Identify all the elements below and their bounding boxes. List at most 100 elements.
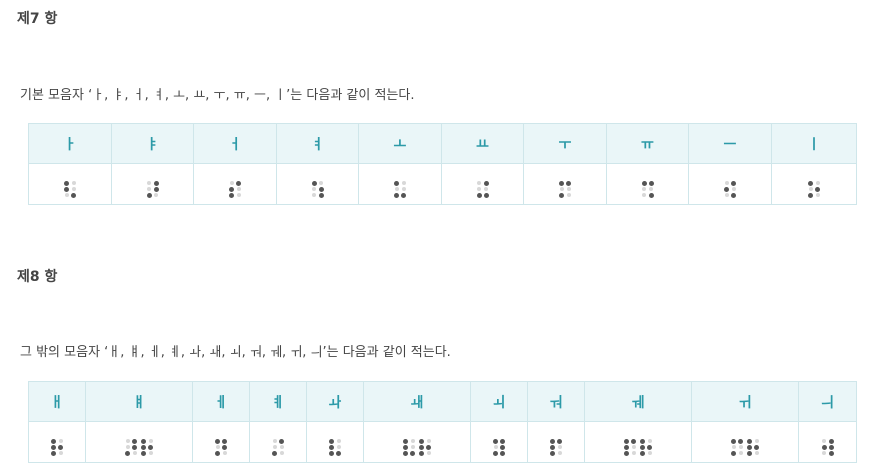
braille-dot xyxy=(311,180,317,186)
braille-dot xyxy=(500,450,505,456)
braille-dot xyxy=(403,450,408,456)
braille-dot xyxy=(279,438,284,444)
braille-dot xyxy=(319,181,323,185)
braille-dot xyxy=(419,450,424,456)
braille-dot xyxy=(279,445,284,450)
braille-pattern xyxy=(808,180,820,198)
braille-dot xyxy=(394,192,399,198)
vowel-header: ㅗ xyxy=(358,123,442,164)
braille-character xyxy=(394,180,406,198)
vowel-header: ㅜ xyxy=(523,123,607,164)
braille-dot xyxy=(153,186,159,192)
braille-dot xyxy=(58,444,63,450)
braille-dot xyxy=(828,450,834,456)
braille-dot xyxy=(500,438,505,444)
braille-dot xyxy=(148,451,153,456)
braille-row xyxy=(28,421,857,463)
vowel-header: ㅔ xyxy=(192,381,250,422)
braille-dot xyxy=(148,439,153,444)
braille-cell xyxy=(606,163,689,205)
braille-dot xyxy=(640,450,645,456)
braille-cell xyxy=(192,421,250,463)
vowel-header: ㅑ xyxy=(111,123,194,164)
braille-dot xyxy=(808,180,813,186)
vowel-header: ㅓ xyxy=(193,123,277,164)
braille-dot xyxy=(477,187,481,192)
braille-dot xyxy=(483,192,489,198)
braille-dot xyxy=(51,444,56,450)
braille-dot xyxy=(754,451,759,455)
braille-cell xyxy=(85,421,193,463)
braille-dot xyxy=(624,438,629,444)
braille-pattern xyxy=(550,438,562,456)
braille-character xyxy=(403,438,415,456)
braille-dot xyxy=(648,180,654,186)
braille-dot xyxy=(724,181,729,186)
braille-dot xyxy=(640,444,645,450)
braille-cell xyxy=(691,421,799,463)
vowel-braille-table-basic: ㅏ ㅑ ㅓ ㅕ ㅗ ㅛ ㅜ ㅠ ㅡ ㅣ xyxy=(28,123,857,205)
braille-pattern xyxy=(229,180,241,198)
braille-cell xyxy=(771,163,857,205)
braille-cell xyxy=(798,421,857,463)
section-8-description: 그 밖의 모음자 ‘ㅐ, ㅒ, ㅔ, ㅖ, ㅘ, ㅙ, ㅚ, ㅝ, ㅞ, ㅟ, … xyxy=(20,345,451,360)
braille-pattern xyxy=(394,180,406,198)
vowel-header: ㅖ xyxy=(249,381,307,422)
braille-pattern xyxy=(559,180,571,198)
braille-dot xyxy=(125,439,130,444)
braille-dot xyxy=(51,438,56,444)
vowel-header: ㅒ xyxy=(85,381,193,422)
braille-dot xyxy=(738,438,743,444)
braille-dot xyxy=(125,445,130,450)
braille-dot xyxy=(318,186,324,192)
braille-dot xyxy=(132,438,137,444)
braille-dot xyxy=(236,193,241,198)
braille-dot xyxy=(125,450,130,456)
braille-character xyxy=(476,180,489,198)
braille-dot xyxy=(401,187,406,191)
braille-dot xyxy=(229,186,234,192)
braille-dot xyxy=(647,444,652,450)
braille-dot xyxy=(493,450,498,456)
braille-dot xyxy=(476,192,482,198)
braille-pattern xyxy=(724,180,736,198)
braille-dot xyxy=(731,187,736,192)
braille-dot xyxy=(566,180,571,186)
braille-dot xyxy=(279,451,284,456)
braille-dot xyxy=(336,439,341,443)
braille-dot xyxy=(426,444,431,450)
section-7-description: 기본 모음자 ‘ㅏ, ㅑ, ㅓ, ㅕ, ㅗ, ㅛ, ㅜ, ㅠ, ㅡ, ㅣ’는 다… xyxy=(20,88,415,103)
braille-dot xyxy=(410,445,415,449)
braille-pattern xyxy=(146,180,159,198)
braille-dot xyxy=(631,438,636,444)
braille-dot xyxy=(272,450,277,456)
section-7-heading: 제7 항 xyxy=(17,11,58,27)
braille-dot xyxy=(410,439,415,443)
braille-dot xyxy=(132,451,137,456)
braille-character xyxy=(624,438,636,456)
braille-dot xyxy=(477,181,481,186)
braille-character xyxy=(731,438,743,456)
braille-dot xyxy=(647,439,652,443)
braille-dot xyxy=(738,445,743,449)
braille-dot xyxy=(329,438,334,444)
braille-dot xyxy=(731,192,736,198)
braille-character xyxy=(311,180,324,198)
braille-dot xyxy=(483,180,489,186)
braille-dot xyxy=(828,438,834,444)
braille-dot xyxy=(731,180,736,186)
braille-dot xyxy=(71,181,76,185)
braille-pattern xyxy=(624,438,652,456)
braille-dot xyxy=(312,187,316,191)
braille-dot xyxy=(426,451,431,455)
braille-dot xyxy=(500,444,505,450)
vowel-header: ㅝ xyxy=(527,381,585,422)
vowel-header: ㅚ xyxy=(470,381,528,422)
vowel-header: ㅢ xyxy=(798,381,857,422)
braille-cell xyxy=(470,421,528,463)
braille-dot xyxy=(146,192,152,198)
braille-character xyxy=(724,180,736,198)
braille-dot xyxy=(312,193,316,197)
braille-dot xyxy=(71,192,76,198)
braille-character xyxy=(641,180,654,198)
